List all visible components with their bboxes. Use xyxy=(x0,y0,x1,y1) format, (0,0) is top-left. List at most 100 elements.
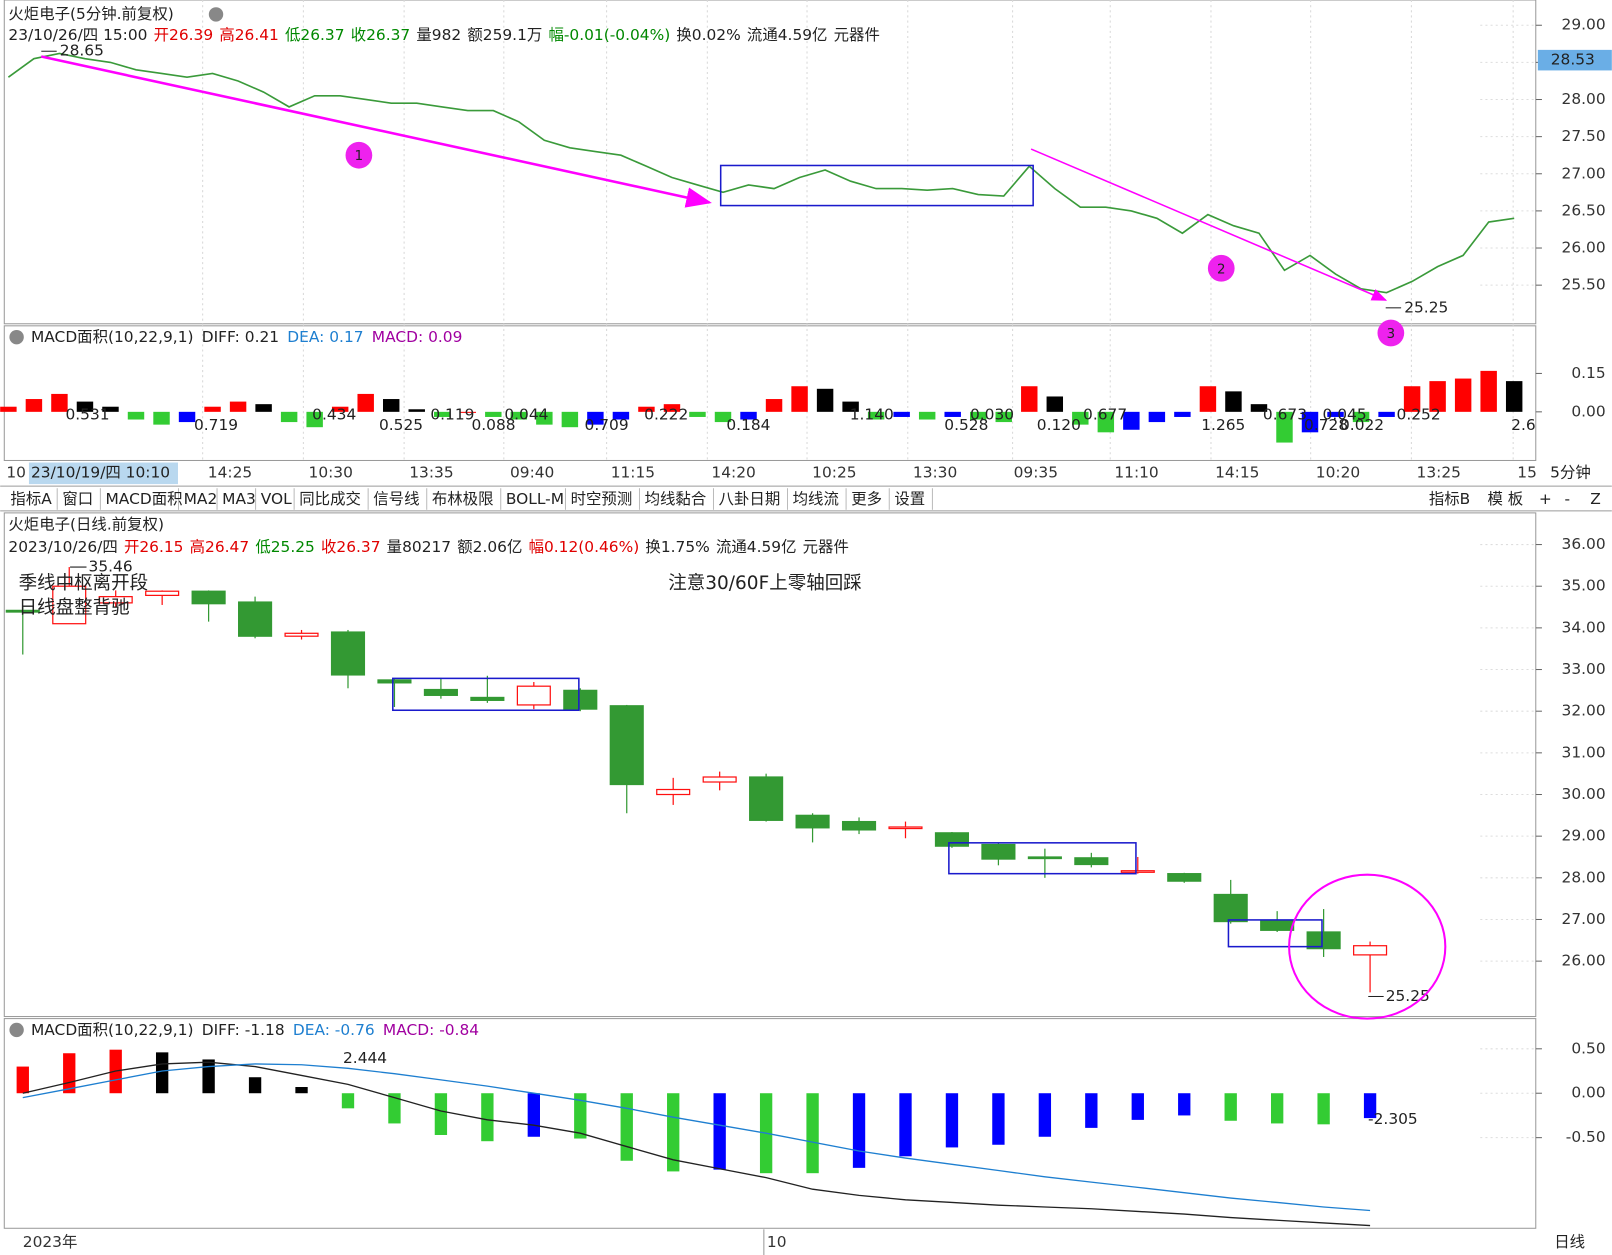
price-panel xyxy=(3,0,1537,325)
toolbar-button[interactable]: MACD面积 xyxy=(106,490,183,508)
macd-bar xyxy=(1072,411,1089,425)
toolbar-button[interactable]: 八卦日期 xyxy=(719,490,781,508)
chart-title: 火炬电子(5分钟.前复权) xyxy=(8,5,173,23)
info-item: DIFF: -1.18 xyxy=(202,1020,285,1038)
macd-bar xyxy=(765,399,783,412)
macd-value-label: 0.531 xyxy=(65,406,109,424)
macd-bar xyxy=(1046,396,1064,412)
macd-bar xyxy=(1225,391,1242,412)
macd-bar xyxy=(1123,411,1140,430)
candle-body xyxy=(284,632,319,637)
macd-bar xyxy=(459,411,477,413)
macd-bar xyxy=(63,1053,76,1094)
time-label: 11:10 xyxy=(1114,463,1158,481)
macd-value-label: 1.140 xyxy=(850,406,894,424)
macd-bar xyxy=(1301,411,1319,433)
toolbar-button[interactable]: 窗口 xyxy=(62,490,93,508)
macd-value-label: 0.528 xyxy=(944,416,988,434)
macd-bar xyxy=(295,1087,308,1094)
macd-bar xyxy=(1505,381,1523,412)
y-tick-label: 31.00 xyxy=(1562,743,1606,761)
y-tick-label: 36.00 xyxy=(1562,535,1606,553)
macd-bar xyxy=(357,393,374,412)
macd-bar xyxy=(587,411,604,425)
macd-legend: MACD面积(10,22,9,1) DIFF: -1.18 DEA: -0.76 MA… xyxy=(31,1020,479,1038)
info-item: MACD: -0.84 xyxy=(383,1020,479,1038)
macd-bar xyxy=(485,411,502,417)
macd-bar xyxy=(0,406,17,412)
toolbar-button[interactable]: 时空预测 xyxy=(571,490,633,508)
macd-value-label: 0.673 xyxy=(1263,406,1307,424)
toolbar-button[interactable]: 更多 xyxy=(851,490,882,508)
toolbar-button[interactable]: MA3 xyxy=(222,490,256,508)
macd-value-label: 0.709 xyxy=(585,416,629,434)
time-label: 10:20 xyxy=(1316,463,1360,481)
y-tick-label: 26.00 xyxy=(1562,239,1606,257)
trend-arrow xyxy=(1030,148,1388,301)
macd-bar xyxy=(1403,386,1421,412)
icon xyxy=(9,329,24,345)
info-row: 23/10/26/四 15:00 开26.39 高26.41 低26.37 收26.37… xyxy=(8,25,879,43)
time-label: 15 xyxy=(1517,463,1537,481)
toolbar-button[interactable]: Z xyxy=(1590,490,1601,508)
macd-bar xyxy=(667,1093,680,1172)
toolbar-button[interactable]: + xyxy=(1539,490,1552,508)
macd-bar xyxy=(102,406,119,412)
candle-body xyxy=(516,685,551,706)
toolbar-button[interactable]: BOLL-M xyxy=(506,490,564,508)
macd-value-label: 0.184 xyxy=(726,416,770,434)
macd-value-label: 2.6 xyxy=(1511,416,1536,434)
macd-bar xyxy=(178,411,196,423)
daily-macd-panel xyxy=(3,1018,1537,1229)
info-item: 量80217 xyxy=(387,537,451,555)
macd-bar xyxy=(1131,1093,1144,1120)
toolbar-button[interactable]: 设置 xyxy=(894,490,925,508)
macd-bar xyxy=(791,386,808,412)
macd-value-label: 0.119 xyxy=(430,406,474,424)
macd-bar xyxy=(612,411,630,420)
macd-legend: MACD面积(10,22,9,1) DIFF: 0.21 DEA: 0.17 MACD… xyxy=(31,328,462,346)
marker-circle xyxy=(1377,319,1405,347)
range-box xyxy=(392,677,580,712)
toolbar-button[interactable]: 均线流 xyxy=(793,490,839,508)
candle-body xyxy=(888,826,923,830)
y-tick-label: 0.15 xyxy=(1571,364,1605,382)
toolbar-button[interactable]: 模 板 xyxy=(1487,490,1523,508)
toolbar-button[interactable]: 均线黏合 xyxy=(645,490,707,508)
toolbar-button[interactable]: VOL xyxy=(261,490,292,508)
high-label: 35.46 xyxy=(89,558,133,576)
toolbar-button[interactable]: - xyxy=(1565,490,1571,508)
y-tick-label: 28.00 xyxy=(1562,90,1606,108)
info-item: 元器件 xyxy=(803,537,849,555)
candle-body xyxy=(1306,931,1341,950)
toolbar-button[interactable]: 布林极限 xyxy=(432,490,494,508)
marker-circle xyxy=(345,141,373,169)
toolbar-button[interactable]: 信号线 xyxy=(373,490,419,508)
macd-bar xyxy=(899,1093,912,1157)
range-box xyxy=(719,164,1034,207)
macd-bar xyxy=(1317,1093,1330,1125)
toolbar-button[interactable]: 指标A xyxy=(10,490,52,508)
highlight-ellipse xyxy=(1288,873,1447,1020)
macd-bar xyxy=(740,411,757,420)
macd-value-label: 0.044 xyxy=(504,406,548,424)
macd-bar xyxy=(51,393,68,412)
info-item: 幅0.12(0.46%) xyxy=(529,537,640,555)
info-item: 收26.37 xyxy=(351,25,411,43)
toolbar-button[interactable]: 指标B xyxy=(1429,490,1470,508)
y-tick-label: 26.00 xyxy=(1562,952,1606,970)
macd-bar xyxy=(1429,381,1446,412)
time-label: 10:30 xyxy=(309,463,353,481)
macd-bar xyxy=(155,1052,169,1094)
macd-bar xyxy=(852,1093,866,1168)
y-tick-label: 33.00 xyxy=(1562,660,1606,678)
toolbar-button[interactable]: 同比成交 xyxy=(299,490,361,508)
y-tick-label: 29.00 xyxy=(1562,16,1606,34)
y-tick-label: 28.00 xyxy=(1562,868,1606,886)
y-tick-label: 25.50 xyxy=(1562,276,1606,294)
toolbar-button[interactable]: MA2 xyxy=(184,490,218,508)
macd-bar xyxy=(918,411,936,420)
macd-bar xyxy=(945,1093,959,1148)
y-tick-label: 26.50 xyxy=(1562,201,1606,219)
macd-bar xyxy=(1199,386,1217,412)
